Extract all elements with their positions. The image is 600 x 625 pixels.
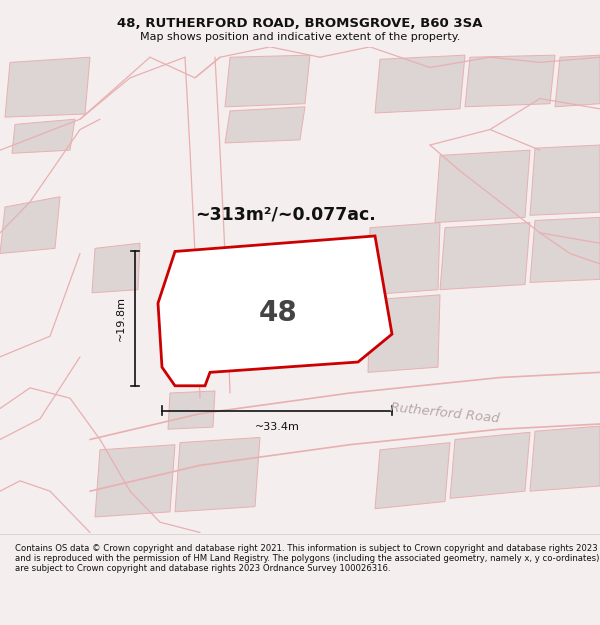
Text: 48: 48 <box>259 299 298 328</box>
Polygon shape <box>375 55 465 113</box>
Polygon shape <box>5 58 90 117</box>
Polygon shape <box>92 243 140 292</box>
Polygon shape <box>450 432 530 498</box>
Polygon shape <box>465 55 555 107</box>
Polygon shape <box>530 217 600 282</box>
Text: Rutherford Road: Rutherford Road <box>390 401 500 426</box>
Polygon shape <box>368 295 440 372</box>
Polygon shape <box>0 197 60 254</box>
Text: ~313m²/~0.077ac.: ~313m²/~0.077ac. <box>195 205 376 223</box>
Polygon shape <box>175 438 260 512</box>
Polygon shape <box>368 222 440 295</box>
Polygon shape <box>435 150 530 222</box>
Polygon shape <box>530 145 600 215</box>
Polygon shape <box>12 119 75 153</box>
Polygon shape <box>225 55 310 107</box>
Polygon shape <box>158 236 392 386</box>
Polygon shape <box>555 55 600 107</box>
Text: ~33.4m: ~33.4m <box>254 422 299 432</box>
Polygon shape <box>530 426 600 491</box>
Polygon shape <box>225 107 305 143</box>
Polygon shape <box>168 391 215 429</box>
Text: Map shows position and indicative extent of the property.: Map shows position and indicative extent… <box>140 32 460 43</box>
Polygon shape <box>375 442 450 509</box>
Text: 48, RUTHERFORD ROAD, BROMSGROVE, B60 3SA: 48, RUTHERFORD ROAD, BROMSGROVE, B60 3SA <box>117 18 483 30</box>
Text: ~19.8m: ~19.8m <box>116 296 126 341</box>
Polygon shape <box>95 444 175 517</box>
Polygon shape <box>440 222 530 290</box>
Text: Contains OS data © Crown copyright and database right 2021. This information is : Contains OS data © Crown copyright and d… <box>15 544 599 573</box>
